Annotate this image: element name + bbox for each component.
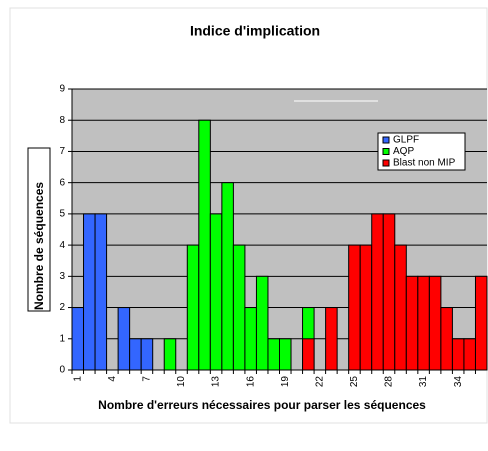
y-axis-title-box xyxy=(27,147,51,312)
bar xyxy=(129,338,142,371)
x-tick-label: 31 xyxy=(418,376,429,388)
bar xyxy=(267,338,281,371)
bar xyxy=(405,275,419,371)
y-tick-label: 8 xyxy=(59,115,65,126)
bar xyxy=(394,244,407,371)
legend-swatch xyxy=(382,136,390,144)
y-tick-label: 9 xyxy=(59,84,65,95)
y-tick-label: 5 xyxy=(59,209,65,220)
bar xyxy=(255,275,269,371)
bar xyxy=(451,338,465,371)
bar xyxy=(221,182,234,371)
y-tick-label: 4 xyxy=(59,240,65,251)
y-tick-label: 0 xyxy=(59,365,65,376)
y-tick-label: 3 xyxy=(59,271,65,282)
y-axis-title-clip: Nombre de séquences xyxy=(32,182,46,310)
bar xyxy=(198,119,211,371)
bar xyxy=(428,275,442,371)
bar xyxy=(71,307,85,371)
y-tick-label: 6 xyxy=(59,177,65,188)
bar xyxy=(382,213,396,371)
bar xyxy=(232,244,246,371)
bar xyxy=(302,338,315,371)
x-tick-label: 28 xyxy=(384,376,395,388)
bar xyxy=(440,307,453,371)
bar xyxy=(463,338,476,371)
x-tick-label: 22 xyxy=(314,376,325,388)
x-tick-label: 16 xyxy=(245,376,256,388)
x-tick-label: 4 xyxy=(107,376,118,382)
bar xyxy=(117,307,131,371)
legend-box xyxy=(377,132,466,171)
bar xyxy=(186,244,200,371)
y-tick-label: 7 xyxy=(59,146,65,157)
x-tick-label: 10 xyxy=(176,376,187,388)
bar xyxy=(371,213,384,371)
legend-label: GLPF xyxy=(393,135,419,146)
legend-swatch xyxy=(382,148,390,155)
x-tick-label: 25 xyxy=(349,376,360,388)
bar xyxy=(209,213,223,371)
x-tick-label: 7 xyxy=(142,376,153,382)
bar xyxy=(163,338,177,371)
bar xyxy=(83,213,96,371)
x-tick-label: 1 xyxy=(72,376,83,382)
x-tick-label: 13 xyxy=(211,376,222,388)
y-axis-title: Nombre de séquences xyxy=(32,182,46,310)
x-tick-label: 34 xyxy=(453,376,464,388)
legend-swatch xyxy=(382,159,390,167)
y-tick-label: 1 xyxy=(59,333,65,344)
legend-label: AQP xyxy=(393,146,414,157)
x-tick-label: 19 xyxy=(280,376,291,388)
bar xyxy=(348,244,361,371)
bar xyxy=(359,244,373,371)
chart-title: Indice d'implication xyxy=(190,23,320,39)
bar xyxy=(325,307,338,371)
bar xyxy=(279,338,292,371)
bar xyxy=(244,307,257,371)
bar xyxy=(140,338,154,371)
bar xyxy=(417,275,430,371)
bar xyxy=(94,213,108,371)
y-tick-label: 2 xyxy=(59,302,65,313)
legend-label: Blast non MIP xyxy=(393,158,456,169)
x-axis-title: Nombre d'erreurs nécessaires pour parser… xyxy=(98,398,426,412)
bar xyxy=(474,275,488,371)
